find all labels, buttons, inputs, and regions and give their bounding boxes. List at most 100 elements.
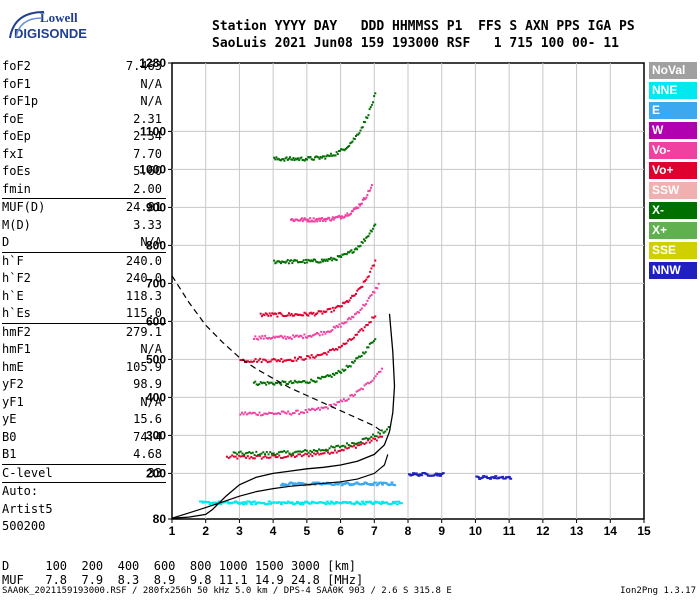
es-echo-point [219,502,223,505]
echo-point [354,442,357,445]
echo-point [265,450,268,453]
echo-point [281,450,284,453]
echo-point [274,381,277,384]
echo-point [274,158,277,161]
param-value: 7.70 [133,146,162,161]
echo-point [274,454,277,457]
echo-point [273,336,276,339]
param-row: fmin 2.00 [2,181,166,199]
echo-point [305,218,308,221]
es-echo-point [420,474,424,477]
echo-point [331,154,334,157]
echo-point [284,315,287,318]
param-value: N/A [140,94,162,108]
param-value: 74.4 [133,429,162,444]
echo-point [345,300,348,303]
echo-point [272,335,275,338]
echo-point [312,311,315,314]
echo-point [359,244,362,247]
echo-point [241,411,244,414]
echo-point [328,447,331,450]
es-echo-point [375,484,379,487]
echo-point [335,305,338,308]
echo-point [322,330,325,333]
es-echo-point [372,501,376,504]
es-echo-point [336,483,340,486]
echo-point [293,258,296,261]
echo-point [287,337,290,340]
echo-point [279,413,282,416]
echo-point [349,318,352,321]
es-echo-point [347,482,351,485]
echo-point [351,361,354,364]
echo-point [295,259,298,262]
echo-point [282,380,285,383]
echo-point [315,218,318,221]
x-tick-label: 2 [202,524,209,538]
x-tick-label: 12 [536,524,550,538]
echo-point [300,261,303,264]
es-echo-point [494,475,498,478]
echo-point [327,451,330,454]
echo-point [320,452,323,455]
echo-point [364,239,367,242]
echo-point [314,449,317,452]
es-echo-point [305,500,309,503]
echo-point [295,158,298,161]
es-echo-point [200,500,204,503]
echo-point [325,258,328,261]
echo-point [286,455,289,458]
echo-point [290,360,293,363]
echo-point [275,156,278,159]
echo-point [316,450,319,453]
es-echo-point [371,483,375,486]
echo-point [345,342,348,345]
echo-point [374,92,377,95]
echo-point [276,315,279,318]
param-name: hmE [2,359,24,374]
es-echo-point [298,503,302,506]
echo-point [333,446,336,449]
es-echo-point [325,500,329,503]
echo-point [310,158,313,161]
echo-point [331,328,334,331]
echo-point [324,259,327,262]
echo-point [309,449,312,452]
echo-point [287,358,290,361]
param-name: h`F [2,253,24,268]
echo-point [327,257,330,260]
echo-point [338,400,341,403]
echo-point [250,452,253,455]
echo-point [333,257,336,260]
param-name: D [2,235,10,249]
echo-point [352,251,355,254]
param-row: Artist5 [2,501,166,519]
echo-point [380,429,383,432]
param-row: MUF(D) 24.81 [2,199,166,217]
param-value: 7.463 [125,59,162,73]
echo-point [275,360,278,363]
es-echo-point [252,500,256,503]
es-echo-point [207,501,211,504]
echo-point [311,407,314,410]
echo-point [321,449,324,452]
echo-point [317,406,320,409]
echo-point [344,368,347,371]
y-tick-label: 1280 [139,56,166,70]
param-row: hmF1 N/A [2,341,166,359]
echo-point [359,329,362,332]
echo-point [336,401,339,404]
echo-point [358,132,361,135]
echo-point [299,260,302,263]
echo-point [332,154,335,157]
echo-point [365,441,368,444]
echo-point [269,360,272,363]
echo-point [365,278,368,281]
es-echo-point [480,476,484,479]
header-line2: SaoLuis 2021 Jun08 159 193000 RSF 1 715 … [212,36,619,51]
echo-point [282,260,285,263]
param-value: 105.9 [125,359,162,374]
echo-point [272,358,275,361]
echo-point [304,449,307,452]
echo-point [281,158,284,161]
